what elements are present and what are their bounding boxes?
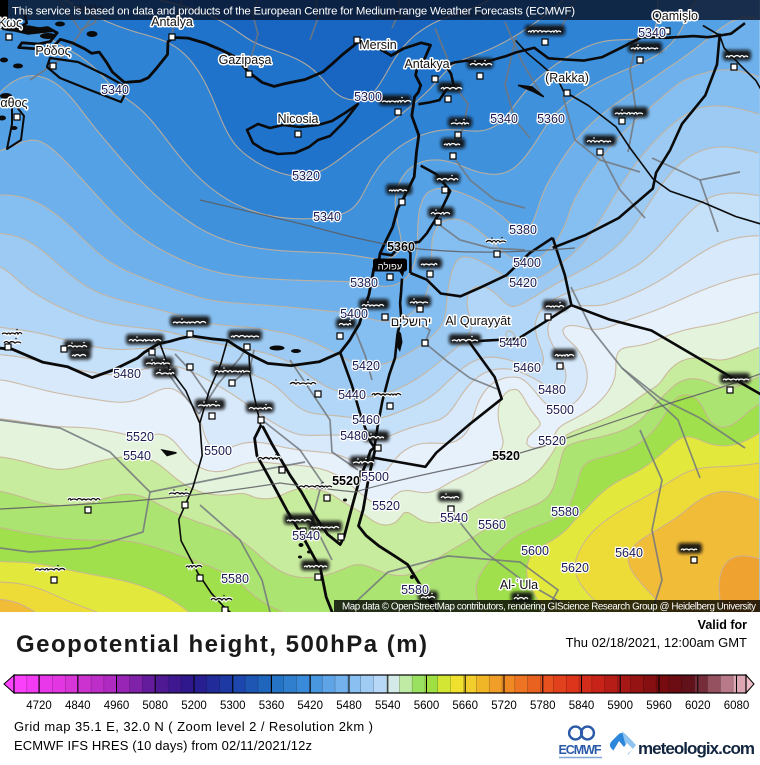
svg-text:עפולה: עפולה bbox=[378, 261, 403, 273]
svg-text:5480: 5480 bbox=[340, 429, 368, 443]
svg-text:5540: 5540 bbox=[375, 700, 401, 712]
svg-text:5580: 5580 bbox=[401, 583, 429, 597]
svg-text:αθος: αθος bbox=[0, 96, 27, 110]
svg-text:5420: 5420 bbox=[509, 276, 537, 290]
svg-text:5540: 5540 bbox=[440, 511, 468, 525]
svg-text:5520: 5520 bbox=[492, 449, 520, 463]
svg-text:5340: 5340 bbox=[101, 83, 129, 97]
svg-text:Geopotential height, 500hPa (m: Geopotential height, 500hPa (m) bbox=[16, 631, 427, 658]
svg-text:ירושלים: ירושלים bbox=[391, 315, 431, 329]
svg-text:5340: 5340 bbox=[313, 210, 341, 224]
svg-text:5660: 5660 bbox=[452, 700, 478, 712]
svg-text:5340: 5340 bbox=[490, 112, 518, 126]
svg-text:5440: 5440 bbox=[499, 336, 527, 350]
svg-text:5420: 5420 bbox=[352, 359, 380, 373]
svg-text:5380: 5380 bbox=[350, 276, 378, 290]
svg-text:Antakya: Antakya bbox=[404, 57, 449, 71]
svg-text:5320: 5320 bbox=[292, 169, 320, 183]
svg-text:5960: 5960 bbox=[646, 700, 672, 712]
svg-text:5080: 5080 bbox=[142, 700, 168, 712]
svg-text:Antalya: Antalya bbox=[151, 15, 193, 29]
svg-text:5360: 5360 bbox=[259, 700, 285, 712]
svg-text:5300: 5300 bbox=[220, 700, 246, 712]
svg-text:Qamişlo: Qamişlo bbox=[652, 9, 698, 23]
svg-text:6080: 6080 bbox=[724, 700, 750, 712]
svg-text:4720: 4720 bbox=[26, 700, 52, 712]
svg-text:5620: 5620 bbox=[561, 561, 589, 575]
svg-text:Al Qurayyāt: Al Qurayyāt bbox=[445, 314, 511, 328]
svg-text:6020: 6020 bbox=[685, 700, 711, 712]
svg-text:5300: 5300 bbox=[354, 90, 382, 104]
svg-text:This service is based on data: This service is based on data and produc… bbox=[12, 6, 575, 18]
svg-text:5600: 5600 bbox=[414, 700, 440, 712]
svg-text:5640: 5640 bbox=[615, 546, 643, 560]
svg-text:5500: 5500 bbox=[361, 470, 389, 484]
svg-text:ECMWF: ECMWF bbox=[559, 743, 602, 757]
svg-text:5400: 5400 bbox=[513, 256, 541, 270]
svg-text:Ρόδος: Ρόδος bbox=[35, 44, 70, 58]
svg-text:5520: 5520 bbox=[332, 474, 360, 488]
svg-text:ECMWF IFS HRES (10 days) from: ECMWF IFS HRES (10 days) from 02/11/2021… bbox=[14, 738, 312, 753]
svg-text:5520: 5520 bbox=[372, 499, 400, 513]
svg-text:5580: 5580 bbox=[551, 505, 579, 519]
svg-text:5560: 5560 bbox=[478, 518, 506, 532]
svg-text:5340: 5340 bbox=[638, 26, 666, 40]
svg-text:5400: 5400 bbox=[340, 307, 368, 321]
svg-text:Valid for: Valid for bbox=[698, 618, 747, 632]
svg-text:5500: 5500 bbox=[546, 403, 574, 417]
svg-text:5360: 5360 bbox=[387, 240, 415, 254]
svg-text:Thu 02/18/2021, 12:00am GMT: Thu 02/18/2021, 12:00am GMT bbox=[566, 635, 747, 650]
svg-text:5540: 5540 bbox=[123, 449, 151, 463]
svg-text:5480: 5480 bbox=[113, 367, 141, 381]
svg-text:5460: 5460 bbox=[513, 361, 541, 375]
svg-text:meteologix.com: meteologix.com bbox=[638, 739, 755, 758]
svg-text:5200: 5200 bbox=[181, 700, 207, 712]
svg-text:4960: 4960 bbox=[104, 700, 130, 712]
svg-text:5460: 5460 bbox=[352, 413, 380, 427]
svg-text:5360: 5360 bbox=[537, 112, 565, 126]
svg-text:Nicosia: Nicosia bbox=[278, 112, 319, 126]
svg-text:5500: 5500 bbox=[204, 444, 232, 458]
svg-text:5540: 5540 bbox=[292, 529, 320, 543]
svg-text:Al-ʿUla: Al-ʿUla bbox=[500, 578, 538, 592]
svg-text:5480: 5480 bbox=[538, 383, 566, 397]
svg-text:(Rakka): (Rakka) bbox=[545, 71, 589, 85]
svg-text:5720: 5720 bbox=[491, 700, 517, 712]
svg-text:5480: 5480 bbox=[336, 700, 362, 712]
svg-text:5440: 5440 bbox=[338, 388, 366, 402]
svg-text:4840: 4840 bbox=[65, 700, 91, 712]
svg-text:5520: 5520 bbox=[126, 430, 154, 444]
svg-text:5780: 5780 bbox=[530, 700, 556, 712]
svg-text:5840: 5840 bbox=[569, 700, 595, 712]
svg-text:5580: 5580 bbox=[221, 572, 249, 586]
svg-text:5900: 5900 bbox=[607, 700, 633, 712]
svg-text:Gazipaşa: Gazipaşa bbox=[219, 53, 272, 67]
svg-text:Mersin: Mersin bbox=[359, 38, 397, 52]
svg-text:5420: 5420 bbox=[297, 700, 323, 712]
svg-text:5520: 5520 bbox=[538, 434, 566, 448]
svg-text:5380: 5380 bbox=[509, 223, 537, 237]
svg-text:Grid map 35.1 E, 32.0 N ( Zoom: Grid map 35.1 E, 32.0 N ( Zoom level 2 /… bbox=[14, 719, 373, 734]
svg-text:Κως: Κως bbox=[0, 16, 22, 30]
svg-text:Map data © OpenStreetMap contr: Map data © OpenStreetMap contributors, r… bbox=[342, 601, 756, 612]
svg-text:5600: 5600 bbox=[521, 544, 549, 558]
